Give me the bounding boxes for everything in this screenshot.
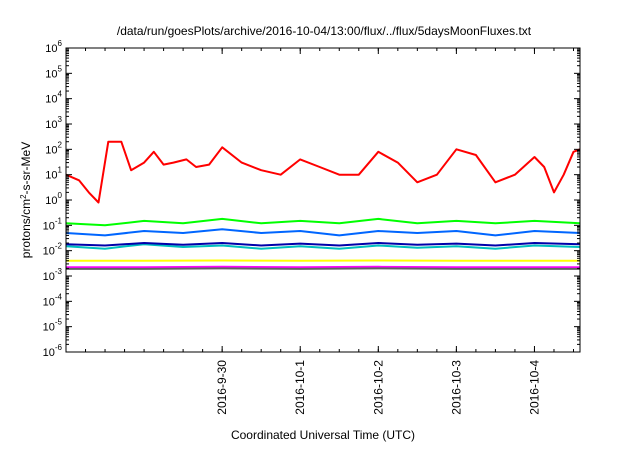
- series-line-7: [66, 267, 580, 268]
- plot-frame: [66, 48, 580, 352]
- y-axis-label: protons/cm2-s-sr-MeV: [19, 142, 34, 258]
- y-tick-label: 10-4: [43, 292, 63, 308]
- x-tick-label: 2016-9-30: [215, 360, 229, 415]
- series-line-8: [66, 268, 580, 269]
- y-axis-label-base: protons/cm: [19, 199, 33, 258]
- x-axis-label: Coordinated Universal Time (UTC): [231, 428, 415, 442]
- series-line-3: [66, 229, 580, 235]
- y-tick-label: 10-3: [43, 267, 63, 283]
- x-tick-label: 2016-10-2: [371, 360, 385, 415]
- y-tick-label: 100: [45, 191, 62, 207]
- y-tick-label: 101: [45, 166, 62, 182]
- y-tick-label: 10-6: [43, 343, 63, 359]
- x-tick-label: 2016-10-1: [293, 360, 307, 415]
- series-line-1: [66, 142, 580, 203]
- y-tick-label: 103: [45, 115, 62, 131]
- x-tick-label: 2016-10-4: [527, 360, 541, 415]
- y-axis-label-rest: -s-sr-MeV: [19, 142, 33, 195]
- plot-lines: [66, 142, 580, 269]
- chart-title: /data/run/goesPlots/archive/2016-10-04/1…: [117, 24, 532, 38]
- y-tick-label: 102: [45, 140, 62, 156]
- series-line-2: [66, 219, 580, 225]
- y-tick-label: 105: [45, 64, 62, 80]
- y-tick-label: 10-1: [43, 216, 63, 232]
- y-tick-label: 10-5: [43, 318, 63, 334]
- y-tick-label: 10-2: [43, 242, 63, 258]
- x-tick-label: 2016-10-3: [449, 360, 463, 415]
- y-tick-label: 106: [45, 39, 62, 55]
- y-axis-ticks: 10-6 10-5 10-4 10-3 10-2 10-1 100 101 102 103 104 1…: [43, 39, 580, 359]
- y-tick-label: 104: [45, 90, 62, 106]
